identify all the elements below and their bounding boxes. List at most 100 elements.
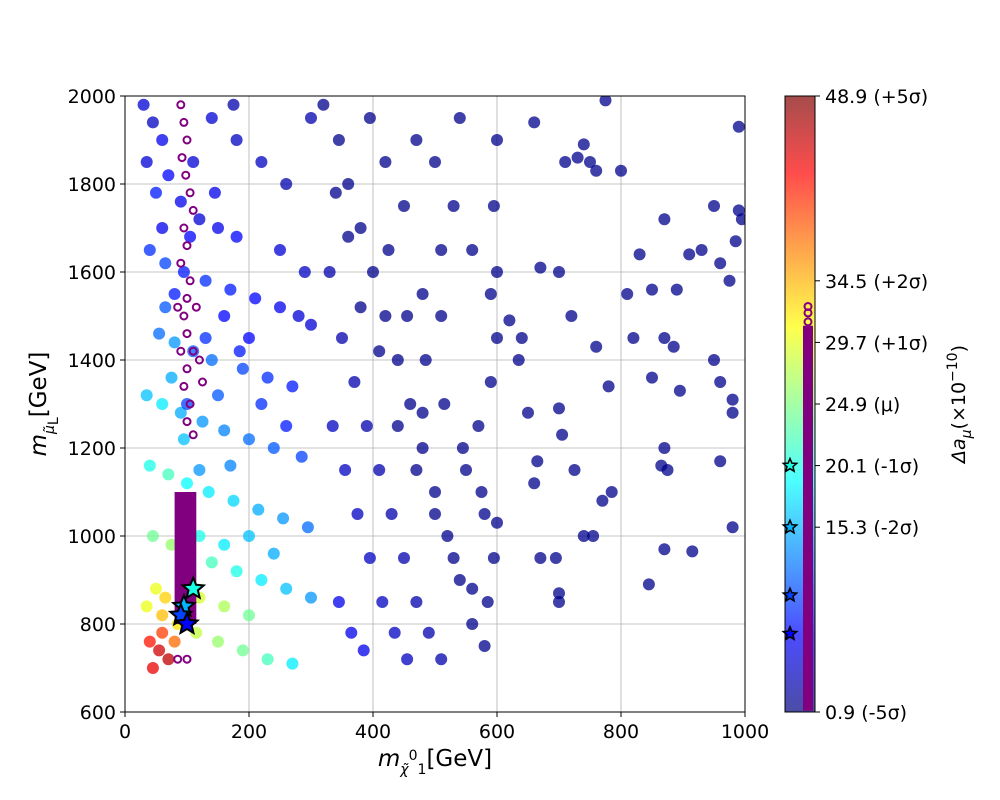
scatter-point	[528, 116, 541, 129]
colorbar-tick-label: 48.9 (+5σ)	[825, 86, 928, 108]
scatter-point	[280, 420, 293, 432]
scatter-point	[202, 486, 215, 498]
scatter-point	[162, 653, 175, 666]
star-point	[173, 610, 201, 635]
scatter-point	[708, 354, 720, 366]
y-tick-label: 1200	[68, 438, 116, 460]
scatter-point	[218, 310, 231, 322]
scatter-point	[714, 455, 727, 468]
scatter-point	[528, 477, 541, 490]
scatter-point	[162, 468, 175, 481]
scatter-point	[714, 257, 727, 270]
scatter-point	[159, 257, 172, 270]
colorbar-tick-label: 15.3 (-2σ)	[825, 517, 919, 539]
scatter-point	[391, 354, 404, 366]
scatter-point	[568, 464, 581, 476]
scatter-point	[159, 591, 172, 604]
scatter-point	[227, 494, 240, 507]
scatter-point	[156, 222, 169, 234]
scatter-point	[577, 530, 590, 542]
scatter-point	[261, 371, 274, 384]
scatter-point	[255, 398, 268, 410]
y-axis-label: mμ̃L[GeV]	[26, 352, 62, 457]
scatter-point	[243, 609, 255, 622]
scatter-point	[146, 662, 159, 674]
scatter-point	[522, 406, 534, 419]
scatter-point	[252, 503, 265, 516]
scatter-point	[177, 266, 190, 278]
scatter-point	[181, 477, 193, 490]
scatter-point	[602, 380, 615, 393]
y-tick-label: 600	[80, 702, 116, 724]
scatter-point	[317, 98, 330, 111]
colorbar-tick-label: 20.1 (-1σ)	[825, 456, 919, 478]
scatter-point	[416, 442, 429, 454]
scatter-point	[726, 521, 739, 534]
scatter-point	[150, 582, 162, 595]
y-tick-label: 1400	[68, 350, 116, 372]
scatter-point	[367, 266, 379, 278]
scatter-point	[658, 213, 671, 226]
scatter-point	[357, 644, 370, 657]
x-tick-label: 0	[119, 721, 131, 743]
scatter-point	[534, 552, 547, 564]
scatter-point	[484, 376, 497, 388]
scatter-point	[478, 640, 491, 652]
scatter-point	[686, 545, 699, 558]
scatter-point	[553, 596, 565, 608]
scatter-point	[277, 512, 290, 525]
scatter-point	[453, 574, 466, 586]
scatter-point	[156, 626, 169, 639]
open-circle-point	[185, 399, 195, 409]
scatter-point	[243, 433, 255, 446]
colorbar-tick-label: 24.9 (μ)	[825, 394, 900, 416]
scatter-point	[481, 596, 494, 608]
scatter-point	[162, 169, 175, 182]
scatter-point	[249, 292, 262, 305]
open-circle-point	[182, 417, 192, 427]
scatter-point	[298, 266, 311, 278]
scatter-point	[286, 380, 299, 393]
scatter-point	[460, 464, 472, 476]
scatter-point	[156, 398, 169, 410]
open-circle-point	[191, 302, 201, 312]
scatter-point	[196, 415, 209, 428]
open-circle-point	[173, 302, 183, 312]
colorbar-highlight-band	[803, 325, 813, 711]
scatter-point	[236, 362, 249, 375]
scatter-point	[429, 508, 441, 520]
scatter-point	[329, 186, 342, 199]
scatter-point	[208, 186, 221, 199]
scatter-point	[305, 591, 317, 604]
scatter-point	[658, 543, 671, 556]
scatter-point	[642, 578, 655, 591]
scatter-point	[553, 266, 565, 278]
open-circle-point	[182, 241, 192, 251]
open-circle-point	[185, 188, 195, 198]
scatter-point	[267, 547, 280, 560]
scatter-point	[435, 310, 448, 322]
x-axis-label: mχ̃01[GeV]	[378, 746, 492, 778]
scatter-point	[199, 274, 212, 287]
scatter-point	[398, 552, 410, 564]
scatter-point	[655, 459, 668, 472]
open-circle-point	[179, 117, 189, 127]
scatter-point	[218, 424, 231, 437]
colorbar: 0.9 (-5σ) 15.3 (-2σ) 20.1 (-1σ) 24.9 (μ) 29.…	[781, 86, 975, 724]
scatter-point	[466, 244, 479, 256]
scatter-point	[646, 283, 658, 296]
scatter-point	[199, 332, 212, 344]
scatter-point	[729, 235, 742, 248]
star-point	[180, 575, 207, 600]
open-circle-point	[188, 430, 198, 440]
scatter-point	[410, 464, 423, 476]
scatter-point	[670, 283, 683, 296]
scatter-point	[363, 552, 376, 564]
y-tick-label: 1800	[68, 174, 116, 196]
scatter-point	[590, 340, 603, 353]
scatter-point	[615, 164, 627, 177]
plot-frame	[124, 95, 746, 713]
scatter-point	[342, 178, 355, 190]
scatter-point	[193, 530, 206, 542]
scatter-point	[159, 301, 172, 314]
